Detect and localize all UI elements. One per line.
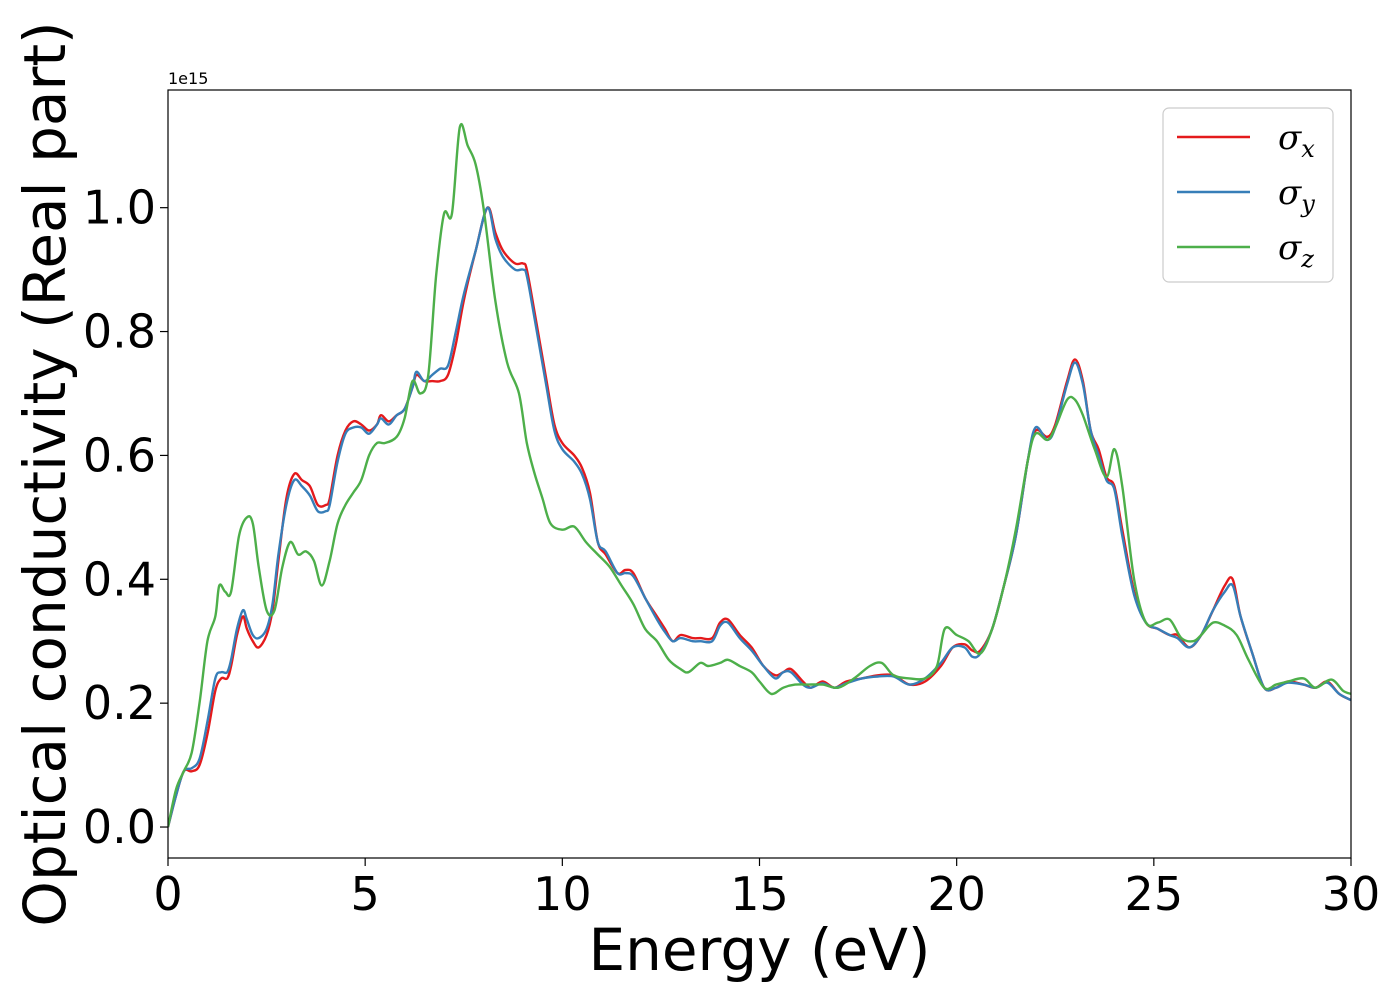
- y-tick-label: 0.0: [83, 800, 156, 854]
- x-axis-title: Energy (eV): [588, 916, 930, 984]
- y-tick-label: 0.6: [83, 428, 156, 482]
- legend-box: [1162, 107, 1334, 283]
- x-tick-label: 15: [730, 867, 789, 921]
- y-tick-label: 0.4: [83, 552, 156, 606]
- y-axis: 0.0 0.2 0.4 0.6 0.8 1.0: [83, 181, 168, 854]
- y-tick-label: 1.0: [83, 181, 156, 235]
- y-tick-label: 0.8: [83, 305, 156, 359]
- y-tick-label: 0.2: [83, 676, 156, 730]
- y-multiplier-label: 1e15: [168, 69, 208, 88]
- series-line-z: [168, 123, 1351, 828]
- series-line-x: [168, 206, 1351, 828]
- x-tick-label: 0: [153, 867, 182, 921]
- x-axis: 0 5 10 15 20 25 30: [153, 858, 1380, 921]
- y-axis-title: Optical conductivity (Real part): [11, 21, 79, 926]
- x-tick-label: 10: [533, 867, 592, 921]
- series-line-y: [168, 206, 1351, 828]
- x-tick-label: 30: [1322, 867, 1381, 921]
- x-tick-label: 5: [351, 867, 380, 921]
- series-layer: [168, 123, 1351, 828]
- x-tick-label: 20: [927, 867, 986, 921]
- x-tick-label: 25: [1125, 867, 1184, 921]
